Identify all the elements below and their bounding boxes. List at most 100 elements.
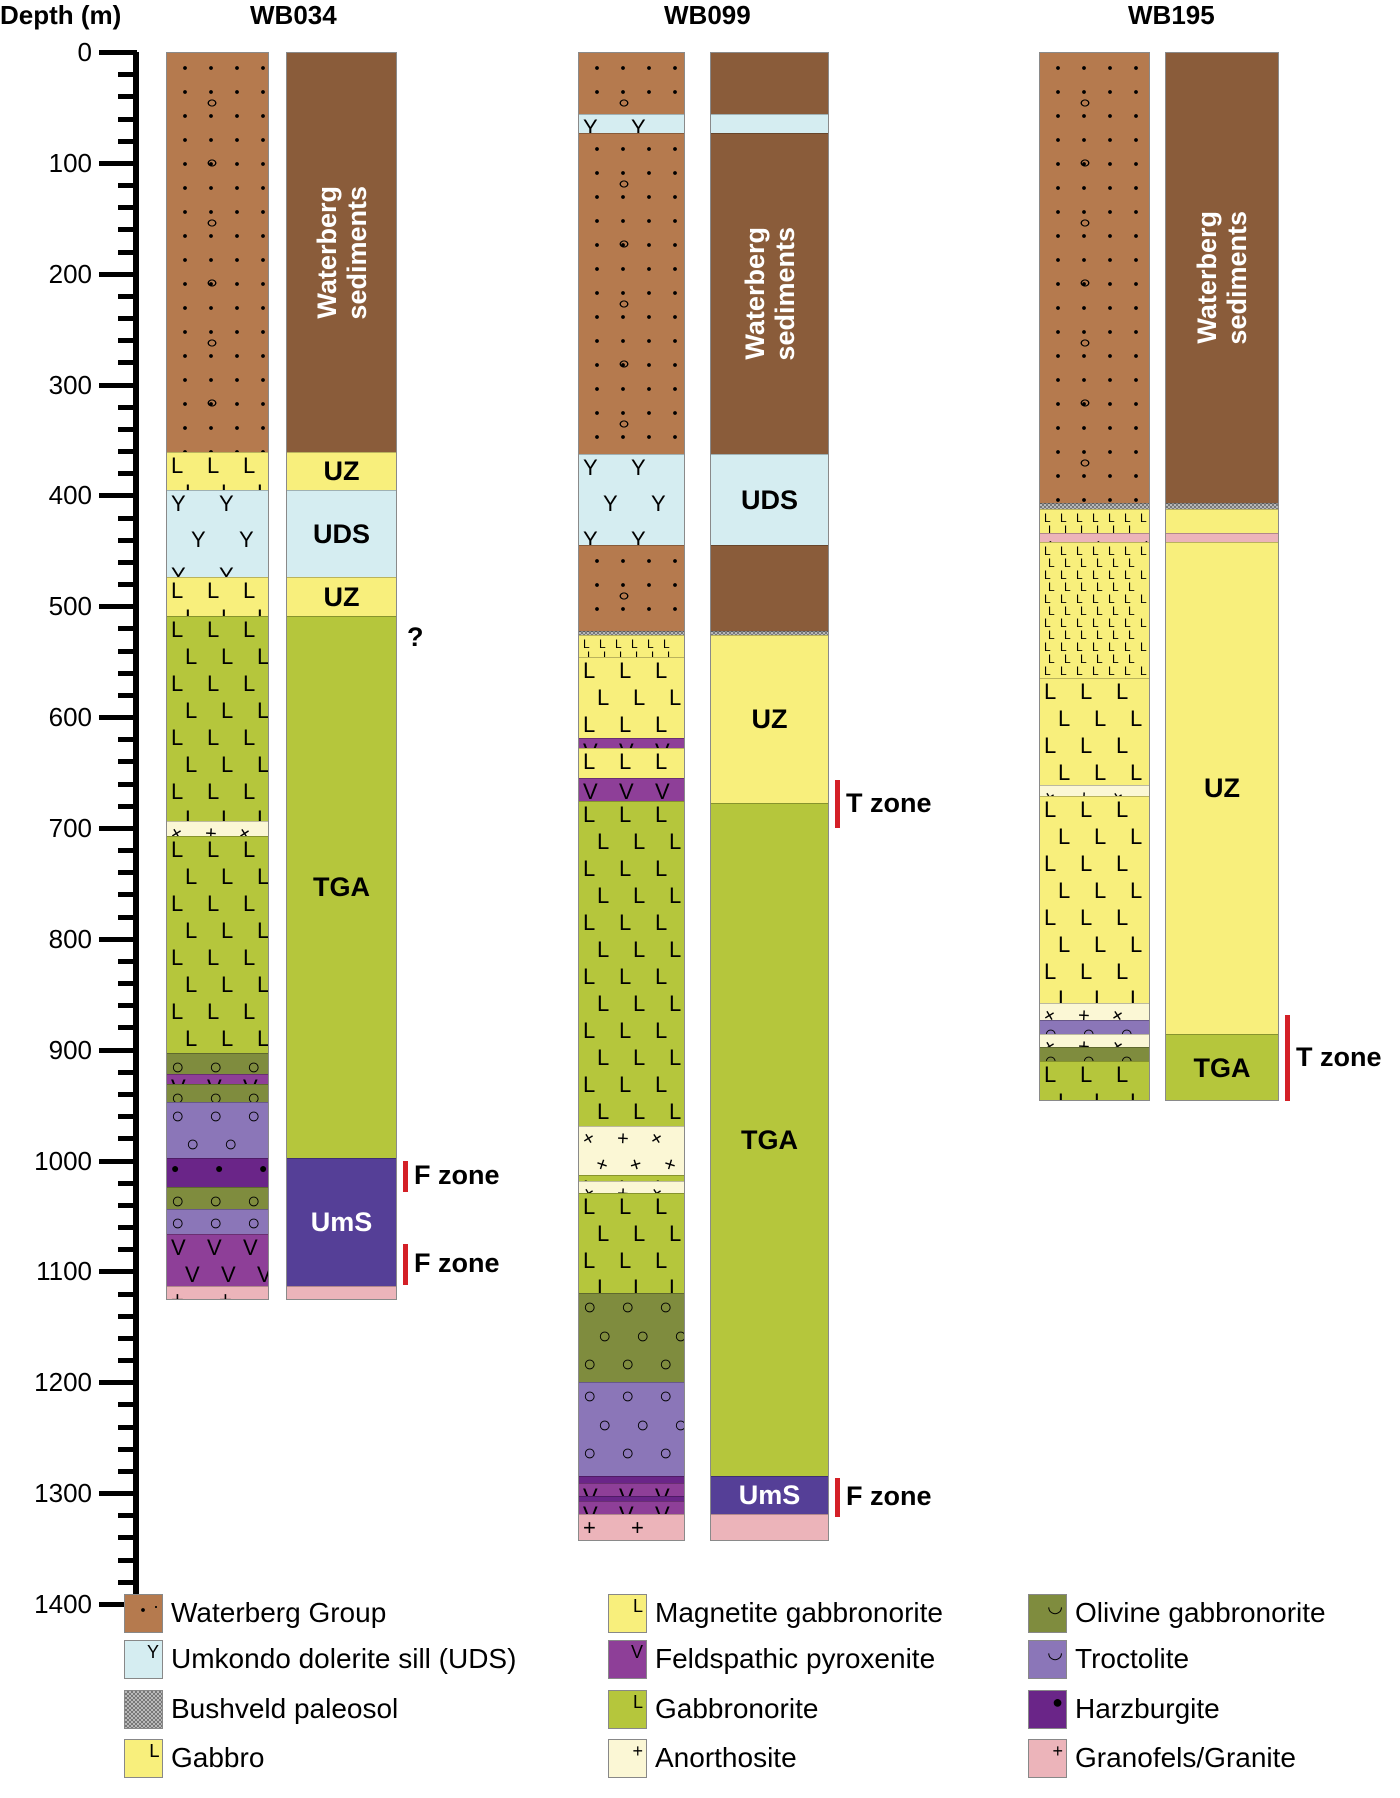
olgbn-pattern-glyph: ○ — [598, 1322, 612, 1348]
gbn-pattern-glyph: L — [669, 1220, 682, 1246]
gabbro-pattern-glyph: L — [1080, 603, 1087, 618]
zone-marker-bar — [1285, 1015, 1290, 1101]
gbn-pattern-glyph: L — [583, 910, 596, 936]
legend-item: · Waterberg Group — [124, 1593, 386, 1633]
feldpyx-pattern-glyph: V — [185, 1261, 200, 1287]
gabbro-pattern-glyph: L — [583, 636, 590, 651]
gabbro-pattern-glyph: L — [1076, 639, 1083, 654]
anorth-pattern-glyph: + — [592, 1152, 611, 1177]
olgbn-pattern-glyph: ○ — [583, 1351, 597, 1377]
dots-ovals-icon: · — [124, 1593, 163, 1633]
zone-label: UZ — [1204, 772, 1240, 803]
legend-item: + Anorthosite — [608, 1738, 797, 1778]
gbn-pattern-glyph: L — [669, 937, 682, 963]
minor-tick — [118, 914, 137, 920]
gabbro-pattern-glyph: L — [1124, 510, 1131, 525]
troct-pattern-glyph: ○ — [636, 1411, 650, 1437]
zone-paleosol — [1166, 503, 1278, 509]
lithology-layer-waterberg — [167, 53, 268, 453]
gbn-pattern-glyph: L — [1080, 1061, 1093, 1087]
gbn-pattern-glyph: L — [655, 910, 668, 936]
gabbro-pattern-glyph: L — [1112, 651, 1119, 666]
gbn-pattern-glyph: L — [583, 856, 596, 882]
gbn-pattern-glyph: L — [185, 863, 198, 889]
major-tick — [99, 1269, 137, 1275]
legend-label: Gabbronorite — [655, 1693, 819, 1724]
gbn-pattern-glyph: L — [257, 917, 269, 943]
major-tick — [99, 271, 137, 277]
legend-item: L Magnetite gabbronorite — [608, 1593, 943, 1633]
troct-pattern-glyph: ○ — [209, 1102, 223, 1128]
maggbn-pattern-glyph: L — [1044, 904, 1057, 930]
maggbn-pattern-glyph: L — [1116, 850, 1129, 876]
gabbro-pattern-glyph: L — [1060, 510, 1067, 525]
major-tick — [99, 604, 137, 610]
zone-label: UmS — [738, 1480, 801, 1511]
gbn-pattern-glyph: L — [243, 671, 256, 697]
gbn-pattern-glyph: L — [619, 964, 632, 990]
lithology-layer-paleosol — [1040, 503, 1149, 509]
gabbro-pattern-glyph: L — [647, 636, 654, 651]
maggbn-pattern-glyph: L — [1130, 823, 1143, 849]
y-icon: Y — [146, 1641, 159, 1662]
lithology-layer-waterberg — [579, 132, 684, 455]
legend-label: Gabbro — [171, 1742, 265, 1773]
zone-tga: TGA — [287, 616, 396, 1159]
lithology-layer-olgbn: ○○○ — [167, 1052, 268, 1077]
gabbro-pattern-glyph: L — [1064, 555, 1071, 570]
gabbro-pattern-glyph: L — [1092, 639, 1099, 654]
gbn-pattern-glyph: L — [257, 1025, 269, 1051]
maggbn-pattern-glyph: L — [1058, 706, 1071, 732]
gabbro-pattern-glyph: L — [1076, 615, 1083, 630]
gabbro-pattern-glyph: L — [1108, 510, 1115, 525]
gabbro-pattern-glyph: L — [1140, 639, 1147, 654]
maggbn-pattern-glyph: L — [1058, 760, 1071, 786]
gbn-pattern-glyph: L — [257, 644, 269, 670]
gabbro-pattern-glyph: L — [1096, 651, 1103, 666]
gbn-pattern-glyph: L — [207, 944, 220, 970]
maggbn-pattern-glyph: L — [1094, 877, 1107, 903]
maggbn-pattern-glyph: L — [1116, 679, 1129, 705]
zone-ums: UmS — [287, 1158, 396, 1286]
gbn-pattern-glyph: L — [597, 937, 610, 963]
wb099-lithology-column: YYYYYYYYLLLLLLLLLLLLLLLLLLLLLVVVLLLVVVLL… — [578, 52, 685, 1541]
plus-icon: + — [1052, 1740, 1063, 1761]
gbn-pattern-glyph: L — [655, 1193, 668, 1219]
maggbn-pattern-glyph: L — [1058, 823, 1071, 849]
gabbro-pattern-glyph: L — [1096, 555, 1103, 570]
zone-uz: UZ — [1166, 541, 1278, 1035]
lithology-layer-troct: ○ ○ ○ — [167, 1209, 268, 1234]
gbn-pattern-glyph: L — [221, 644, 234, 670]
minor-tick — [118, 537, 137, 543]
zone-waterberg: Waterberg sediments — [287, 53, 396, 453]
lithology-layer-feldpyx: VVV — [579, 1482, 684, 1507]
major-tick — [99, 1601, 137, 1607]
major-tick — [99, 1158, 137, 1164]
gbn-pattern-glyph: L — [185, 971, 198, 997]
lithology-layer-paleosol — [579, 630, 684, 635]
minor-tick — [118, 981, 137, 987]
gbn-pattern-glyph: L — [171, 671, 184, 697]
gbn-pattern-glyph: L — [257, 752, 269, 778]
major-tick — [99, 160, 137, 166]
legend-item: ◡ Troctolite — [1028, 1639, 1189, 1679]
maggbn-pattern-glyph: L — [1094, 760, 1107, 786]
zone-uz: UZ — [711, 634, 828, 804]
wb099-zone-column: Waterberg sediments UDS UZ TGA UmS — [710, 52, 829, 1541]
granite-pattern-glyph: + — [219, 1286, 232, 1301]
lithology-layer-olgbn: ○○○ — [1040, 1047, 1149, 1072]
minor-tick — [118, 360, 137, 366]
minor-tick — [118, 1557, 137, 1563]
gbn-pattern-glyph: L — [669, 1045, 682, 1071]
tick-label: 400 — [48, 480, 92, 511]
tick-label: 500 — [48, 591, 92, 622]
minor-tick — [118, 1225, 137, 1230]
minor-tick — [118, 781, 137, 787]
major-tick — [99, 1047, 137, 1053]
gbn-pattern-glyph: L — [583, 802, 596, 828]
gabbro-pattern-glyph: L — [1080, 579, 1087, 594]
gabbro-pattern-glyph: L — [1128, 603, 1135, 618]
